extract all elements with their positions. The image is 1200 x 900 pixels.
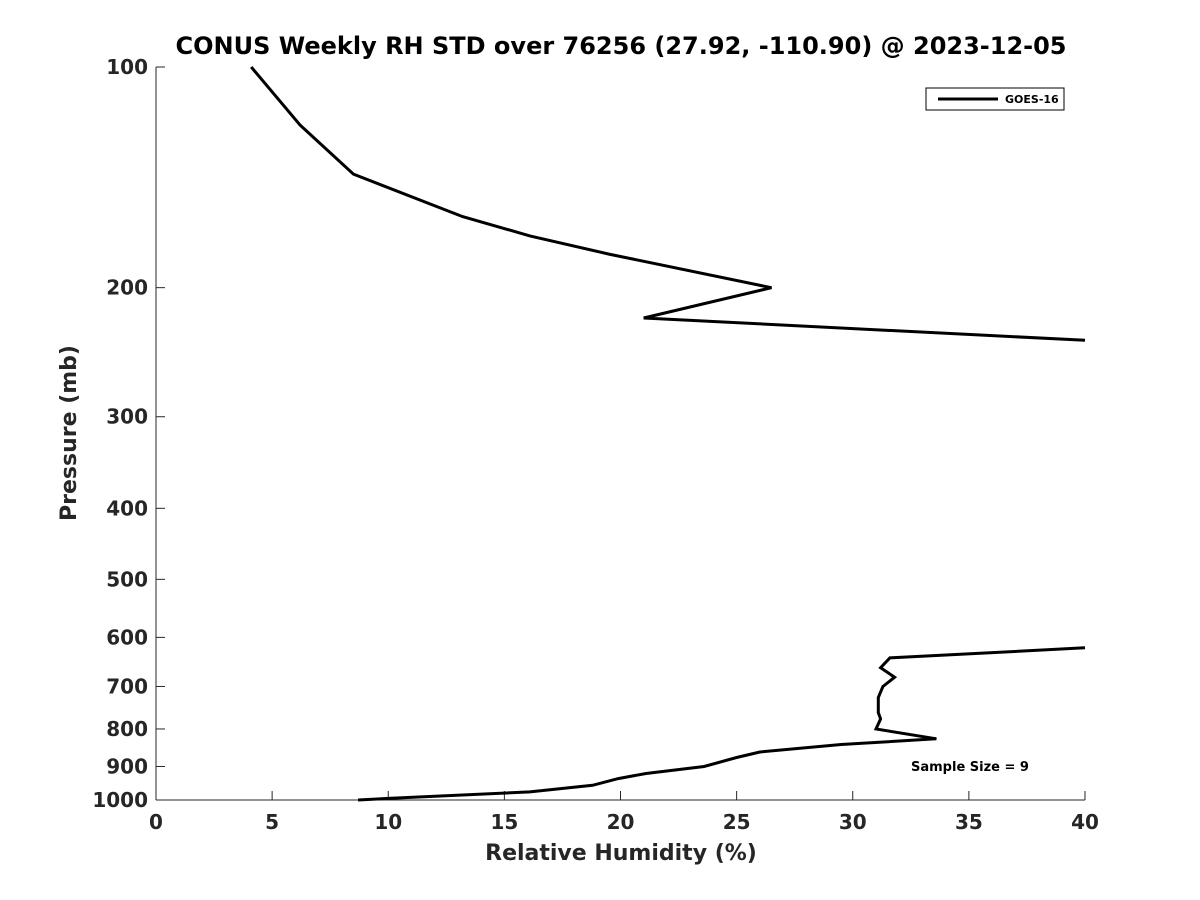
y-tick-label: 300 [106, 405, 148, 429]
x-tick-label: 15 [490, 810, 518, 834]
x-tick-label: 35 [955, 810, 983, 834]
y-axis-label: Pressure (mb) [57, 345, 82, 521]
y-tick-label: 100 [106, 55, 148, 79]
y-tick-label: 1000 [92, 788, 148, 812]
y-tick-label: 500 [106, 567, 148, 591]
y-tick-label: 700 [106, 674, 148, 698]
plot-area [156, 67, 1085, 800]
x-tick-label: 40 [1071, 810, 1099, 834]
y-tick-label: 800 [106, 717, 148, 741]
legend: GOES-16 [925, 87, 1065, 111]
x-tick-label: 10 [374, 810, 402, 834]
y-tick-label: 600 [106, 625, 148, 649]
x-tick-label: 30 [839, 810, 867, 834]
chart-title: CONUS Weekly RH STD over 76256 (27.92, -… [175, 32, 1066, 60]
y-tick-labels: 100 200 300 400 500 600 700 800 900 1000 [92, 55, 148, 812]
y-tick-label: 400 [106, 496, 148, 520]
legend-label-goes16: GOES-16 [1005, 93, 1059, 106]
axes [155, 66, 1086, 801]
sample-size-annotation: Sample Size = 9 [911, 760, 1029, 775]
y-tick-label: 900 [106, 754, 148, 778]
x-tick-label: 5 [265, 810, 279, 834]
x-tick-labels: 0 5 10 15 20 25 30 35 40 [149, 810, 1099, 834]
series-layer [250, 66, 1086, 802]
series-line-segment [358, 646, 1086, 802]
x-tick-label: 0 [149, 810, 163, 834]
series-line-segment [250, 66, 1086, 342]
x-tick-label: 20 [607, 810, 635, 834]
y-tick-label: 200 [106, 276, 148, 300]
x-axis-label: Relative Humidity (%) [485, 841, 757, 866]
x-tick-label: 25 [723, 810, 751, 834]
